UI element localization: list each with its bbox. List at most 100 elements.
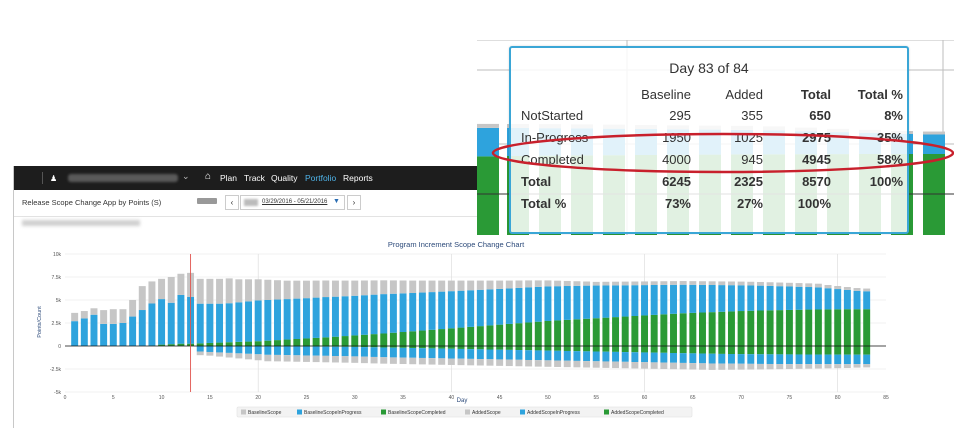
bar-baselinescopecompleted[interactable] [515, 323, 523, 346]
bar-baselinescope[interactable] [254, 279, 262, 301]
bar-baselinescopeinprogress[interactable] [129, 316, 137, 346]
bar-addedscope[interactable] [370, 356, 378, 364]
bar-baselinescopeinprogress[interactable] [389, 293, 397, 333]
bar-addedscopeinprogress[interactable] [737, 354, 745, 364]
bar-baselinescopeinprogress[interactable] [621, 285, 629, 317]
bar-baselinescopecompleted[interactable] [785, 309, 793, 346]
bar-baselinescope[interactable] [853, 288, 861, 291]
bar-baselinescopeinprogress[interactable] [138, 310, 146, 346]
bar-baselinescopeinprogress[interactable] [843, 289, 851, 310]
bar-addedscope[interactable] [225, 352, 233, 358]
bar-baselinescope[interactable] [264, 279, 272, 300]
bar-baselinescopecompleted[interactable] [158, 344, 166, 346]
bar-baselinescope[interactable] [814, 283, 822, 288]
bar-baselinescope[interactable] [312, 280, 320, 298]
bar-addedscopeinprogress[interactable] [515, 350, 523, 360]
bar-addedscopeinprogress[interactable] [814, 354, 822, 365]
bar-baselinescopeinprogress[interactable] [119, 323, 127, 346]
bar-addedscopeinprogress[interactable] [660, 352, 668, 363]
bar-addedscope[interactable] [602, 361, 610, 368]
bar-baselinescope[interactable] [737, 281, 745, 286]
bar-baselinescope[interactable] [457, 280, 465, 291]
bar-addedscopecompleted[interactable] [747, 346, 755, 355]
bar-baselinescopeinprogress[interactable] [360, 295, 368, 335]
bar-baselinescopeinprogress[interactable] [225, 303, 233, 343]
user-icon[interactable]: ♟ [50, 174, 58, 183]
bar-baselinescopecompleted[interactable] [264, 340, 272, 346]
nav-quality[interactable]: Quality [271, 173, 298, 183]
prev-range-button[interactable]: ‹ [225, 195, 239, 210]
bar-addedscopecompleted[interactable] [650, 346, 658, 353]
bar-addedscope[interactable] [679, 362, 687, 370]
bar-addedscope[interactable] [689, 363, 697, 370]
bar-baselinescope[interactable] [718, 281, 726, 286]
bar-baselinescopecompleted[interactable] [650, 314, 658, 346]
bar-baselinescopeinprogress[interactable] [109, 323, 117, 346]
bar-addedscopecompleted[interactable] [544, 346, 552, 351]
bar-addedscopeinprogress[interactable] [863, 354, 871, 365]
bar-baselinescopeinprogress[interactable] [71, 321, 79, 346]
bar-baselinescopeinprogress[interactable] [370, 294, 378, 335]
bar-baselinescope[interactable] [563, 280, 571, 287]
bar-baselinescopeinprogress[interactable] [331, 296, 339, 337]
bar-addedscopeinprogress[interactable] [843, 354, 851, 365]
bar-addedscope[interactable] [583, 361, 591, 368]
bar-baselinescopecompleted[interactable] [602, 317, 610, 346]
bar-addedscopecompleted[interactable] [409, 346, 417, 349]
bar-baselinescope[interactable] [438, 280, 446, 292]
bar-addedscope[interactable] [795, 364, 803, 369]
bar-addedscope[interactable] [843, 364, 851, 369]
bar-baselinescope[interactable] [331, 280, 339, 297]
bar-baselinescopeinprogress[interactable] [312, 297, 320, 338]
bar-addedscopecompleted[interactable] [863, 346, 871, 355]
bar-addedscope[interactable] [563, 360, 571, 368]
bar-baselinescopeinprogress[interactable] [418, 292, 426, 331]
bar-baselinescopeinprogress[interactable] [467, 290, 475, 327]
bar-baselinescopeinprogress[interactable] [554, 286, 562, 321]
bar-baselinescope[interactable] [843, 287, 851, 290]
bar-addedscopecompleted[interactable] [486, 346, 494, 350]
bar-baselinescope[interactable] [341, 280, 349, 297]
bar-addedscopeinprogress[interactable] [727, 354, 735, 364]
bar-baselinescopecompleted[interactable] [670, 313, 677, 346]
bar-baselinescopeinprogress[interactable] [853, 290, 861, 310]
bar-baselinescopecompleted[interactable] [534, 321, 542, 346]
legend-item[interactable]: AddedScopeInProgress [527, 410, 580, 416]
bar-baselinescopecompleted[interactable] [641, 315, 649, 346]
bar-addedscopecompleted[interactable] [515, 346, 523, 351]
bar-baselinescope[interactable] [428, 280, 436, 293]
bar-baselinescope[interactable] [467, 280, 475, 291]
bar-baselinescopeinprogress[interactable] [612, 285, 620, 318]
bar-addedscope[interactable] [322, 355, 330, 363]
bar-baselinescopeinprogress[interactable] [322, 297, 330, 338]
bar-baselinescope[interactable] [225, 278, 233, 304]
bar-baselinescopeinprogress[interactable] [505, 288, 513, 324]
bar-addedscopecompleted[interactable] [380, 346, 388, 348]
bar-baselinescopecompleted[interactable] [727, 311, 735, 346]
bar-baselinescopeinprogress[interactable] [274, 299, 281, 341]
bar-baselinescopecompleted[interactable] [457, 327, 465, 346]
bar-baselinescopeinprogress[interactable] [795, 286, 803, 310]
bar-addedscopecompleted[interactable] [563, 346, 571, 351]
bar-addedscopeinprogress[interactable] [438, 348, 446, 359]
bar-addedscope[interactable] [708, 363, 716, 370]
bar-baselinescopecompleted[interactable] [216, 342, 224, 346]
bar-addedscope[interactable] [737, 363, 745, 370]
bar-addedscope[interactable] [670, 362, 677, 370]
date-range-text[interactable]: 03/29/2016 - 05/21/2016 [262, 199, 328, 205]
bar-baselinescopecompleted[interactable] [795, 309, 803, 346]
bar-baselinescopeinprogress[interactable] [737, 285, 745, 312]
bar-addedscopecompleted[interactable] [583, 346, 591, 352]
bar-baselinescope[interactable] [747, 281, 755, 286]
bar-addedscopeinprogress[interactable] [235, 346, 243, 354]
bar-addedscopeinprogress[interactable] [795, 354, 803, 365]
bar-baselinescope[interactable] [389, 280, 397, 294]
bar-baselinescopecompleted[interactable] [525, 322, 533, 346]
bar-baselinescopecompleted[interactable] [505, 323, 513, 346]
bar-addedscopecompleted[interactable] [438, 346, 446, 349]
bar-addedscope[interactable] [785, 364, 793, 370]
bar-baselinescopecompleted[interactable] [824, 309, 832, 346]
bar-addedscopeinprogress[interactable] [592, 351, 600, 362]
bar-addedscopeinprogress[interactable] [776, 354, 784, 365]
bar-addedscope[interactable] [505, 359, 513, 367]
